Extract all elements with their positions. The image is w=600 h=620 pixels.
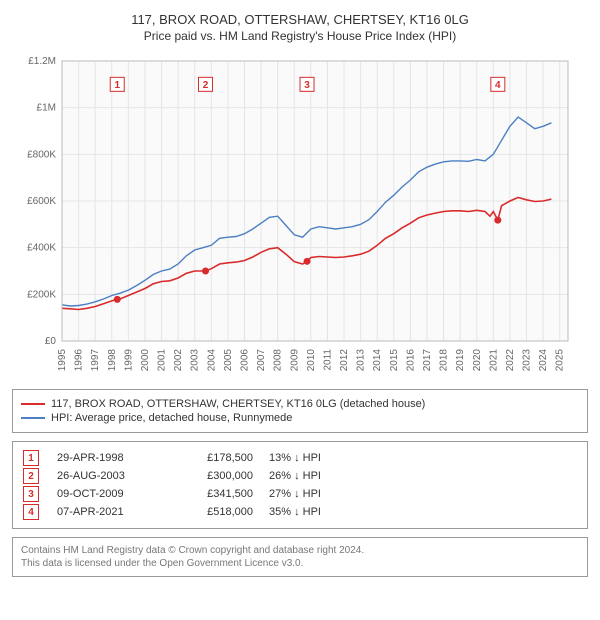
y-tick-label: £1M: [37, 103, 56, 114]
legend-swatch: [21, 403, 45, 405]
x-tick-label: 2004: [206, 349, 217, 372]
transactions-table: 1 29-APR-1998 £178,500 13% ↓ HPI 2 26-AUG-200…: [12, 441, 588, 529]
sale-dot-3: [304, 258, 311, 265]
legend-item: 117, BROX ROAD, OTTERSHAW, CHERTSEY, KT1…: [21, 398, 579, 410]
legend-swatch: [21, 417, 45, 419]
x-tick-label: 2002: [173, 349, 184, 372]
transaction-date: 29-APR-1998: [57, 452, 157, 464]
x-tick-label: 2020: [472, 349, 483, 372]
x-tick-label: 2018: [439, 349, 450, 372]
x-tick-label: 2008: [273, 349, 284, 372]
x-tick-label: 2005: [223, 349, 234, 372]
sale-marker-label-3: 3: [304, 80, 310, 91]
transaction-delta: 26% ↓ HPI: [269, 470, 369, 482]
transaction-row: 4 07-APR-2021 £518,000 35% ↓ HPI: [21, 504, 579, 520]
x-tick-label: 2011: [322, 349, 333, 371]
footer-line-1: Contains HM Land Registry data © Crown c…: [21, 544, 579, 557]
x-tick-label: 2025: [555, 349, 566, 372]
x-tick-label: 2016: [405, 349, 416, 372]
x-tick-label: 2022: [505, 349, 516, 372]
x-tick-label: 2006: [239, 349, 250, 372]
legend: 117, BROX ROAD, OTTERSHAW, CHERTSEY, KT1…: [12, 389, 588, 433]
x-tick-label: 2001: [157, 349, 168, 372]
x-tick-label: 2021: [488, 349, 499, 372]
x-tick-label: 1998: [107, 349, 118, 372]
footer: Contains HM Land Registry data © Crown c…: [12, 537, 588, 577]
transaction-row: 1 29-APR-1998 £178,500 13% ↓ HPI: [21, 450, 579, 466]
x-tick-label: 1997: [90, 349, 101, 372]
legend-item: HPI: Average price, detached house, Runn…: [21, 412, 579, 424]
transaction-price: £341,500: [173, 488, 253, 500]
sale-dot-2: [202, 268, 209, 275]
transaction-date: 09-OCT-2009: [57, 488, 157, 500]
transaction-row: 3 09-OCT-2009 £341,500 27% ↓ HPI: [21, 486, 579, 502]
x-tick-label: 2000: [140, 349, 151, 372]
x-tick-label: 2013: [356, 349, 367, 372]
chart: £0 £200K £400K £600K £800K £1M £1.2M 1995 1996 19…: [12, 51, 588, 381]
x-tick-label: 2017: [422, 349, 433, 372]
x-tick-label: 1999: [123, 349, 134, 372]
sale-marker-label-2: 2: [203, 80, 209, 91]
transaction-price: £300,000: [173, 470, 253, 482]
y-tick-label: £800K: [27, 149, 56, 160]
x-tick-label: 1996: [74, 349, 85, 372]
transaction-marker: 3: [23, 486, 39, 502]
legend-label: HPI: Average price, detached house, Runn…: [51, 412, 292, 424]
title-block: 117, BROX ROAD, OTTERSHAW, CHERTSEY, KT1…: [12, 12, 588, 43]
x-tick-label: 2007: [256, 349, 267, 372]
x-tick-label: 2003: [190, 349, 201, 372]
transaction-row: 2 26-AUG-2003 £300,000 26% ↓ HPI: [21, 468, 579, 484]
transaction-marker: 2: [23, 468, 39, 484]
transaction-marker: 4: [23, 504, 39, 520]
address-title: 117, BROX ROAD, OTTERSHAW, CHERTSEY, KT1…: [12, 12, 588, 27]
x-tick-label: 2009: [289, 349, 300, 372]
sale-marker-label-1: 1: [114, 80, 120, 91]
transaction-marker: 1: [23, 450, 39, 466]
transaction-date: 07-APR-2021: [57, 506, 157, 518]
y-tick-label: £200K: [27, 289, 56, 300]
x-tick-label: 2024: [538, 349, 549, 372]
y-tick-label: £0: [45, 336, 57, 347]
x-tick-label: 2015: [389, 349, 400, 372]
footer-line-2: This data is licensed under the Open Gov…: [21, 557, 579, 570]
transaction-delta: 27% ↓ HPI: [269, 488, 369, 500]
sale-dot-4: [494, 217, 501, 224]
transaction-delta: 13% ↓ HPI: [269, 452, 369, 464]
x-tick-label: 2012: [339, 349, 350, 372]
sale-marker-label-4: 4: [495, 80, 501, 91]
y-tick-label: £400K: [27, 243, 56, 254]
x-tick-label: 2023: [522, 349, 533, 372]
transaction-price: £518,000: [173, 506, 253, 518]
x-tick-label: 2019: [455, 349, 466, 372]
transaction-date: 26-AUG-2003: [57, 470, 157, 482]
x-tick-label: 2014: [372, 349, 383, 372]
subtitle: Price paid vs. HM Land Registry's House …: [12, 29, 588, 43]
transaction-delta: 35% ↓ HPI: [269, 506, 369, 518]
sale-dot-1: [114, 296, 121, 303]
x-tick-label: 2010: [306, 349, 317, 372]
x-tick-label: 1995: [57, 349, 68, 372]
chart-svg: £0 £200K £400K £600K £800K £1M £1.2M 1995 1996 19…: [12, 51, 572, 381]
y-tick-label: £600K: [27, 196, 56, 207]
y-tick-label: £1.2M: [28, 56, 56, 67]
legend-label: 117, BROX ROAD, OTTERSHAW, CHERTSEY, KT1…: [51, 398, 425, 410]
transaction-price: £178,500: [173, 452, 253, 464]
